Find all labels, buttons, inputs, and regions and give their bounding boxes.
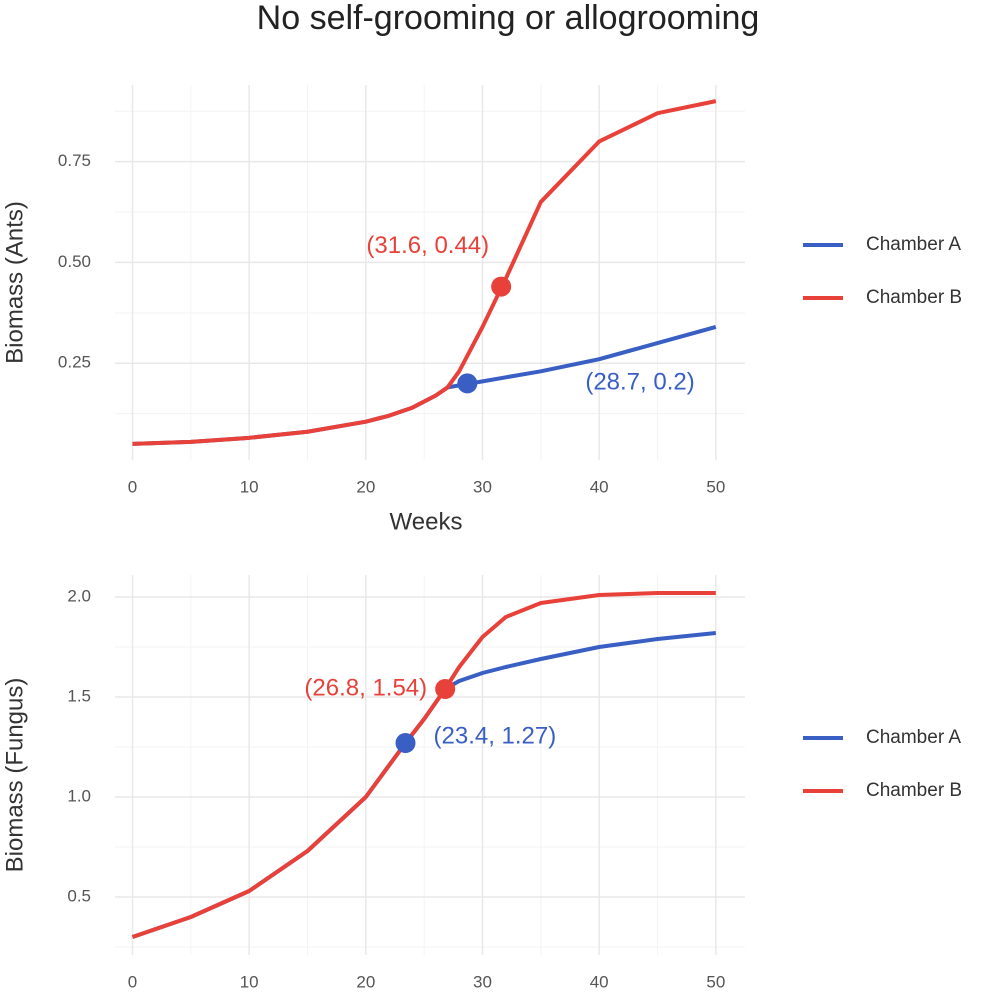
x-tick-label: 40 [590,477,609,496]
x-tick-label: 50 [706,477,725,496]
annotation-label: (23.4, 1.27) [434,722,557,749]
y-tick-label: 1.5 [67,686,91,705]
y-tick-label: 1.0 [67,786,91,805]
y-axis-label: Biomass (Ants) [1,201,28,364]
annotation-label: (26.8, 1.54) [304,674,427,701]
y-tick-label: 0.50 [58,252,91,271]
y-tick-label: 0.75 [58,151,91,170]
x-tick-label: 0 [128,477,137,496]
figure-title: No self-grooming or allogrooming [257,0,760,37]
x-tick-label: 10 [240,972,259,991]
legend-label: Chamber A [866,727,961,748]
y-tick-label: 0.25 [58,353,91,372]
x-tick-label: 0 [128,972,137,991]
x-tick-label: 50 [706,972,725,991]
annotation-point [491,276,512,297]
x-tick-label: 10 [240,477,259,496]
y-axis-label: Biomass (Fungus) [1,678,28,873]
x-tick-label: 40 [590,972,609,991]
y-tick-label: 0.5 [67,886,91,905]
x-tick-label: 20 [356,477,375,496]
annotation-label: (31.6, 0.44) [366,232,489,259]
x-tick-label: 20 [356,972,375,991]
legend-label: Chamber B [866,780,962,801]
annotation-point [435,679,456,699]
y-tick-label: 2.0 [67,586,91,605]
x-axis-label: Weeks [390,508,463,535]
legend-label: Chamber A [866,234,961,255]
annotation-point [395,733,416,753]
x-tick-label: 30 [473,972,492,991]
annotation-label: (28.7, 0.2) [585,369,694,396]
series-line [132,99,717,446]
legend-label: Chamber B [866,287,962,308]
x-tick-label: 30 [473,477,492,496]
annotation-point [457,373,478,394]
